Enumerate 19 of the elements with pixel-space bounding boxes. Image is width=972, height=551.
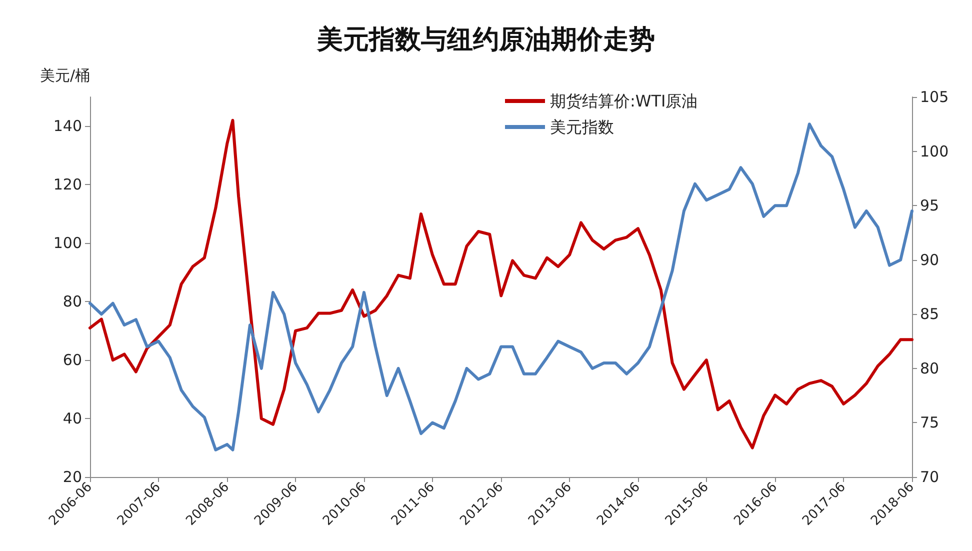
y2-tick-label: 90 — [920, 250, 940, 269]
y-tick-label: 20 — [62, 468, 82, 486]
y-tick-label: 100 — [53, 234, 82, 252]
y2-tick-label: 85 — [920, 305, 940, 324]
y2-tick-label: 95 — [920, 196, 940, 215]
legend-label: 期货结算价:WTI原油 — [550, 92, 698, 110]
y-tick-label: 120 — [53, 176, 82, 194]
y2-tick-label: 70 — [920, 468, 940, 486]
y2-tick-label: 100 — [920, 142, 949, 160]
chart-title: 美元指数与纽约原油期价走势 — [316, 25, 655, 55]
y-tick-label: 140 — [53, 117, 82, 136]
y-tick-label: 80 — [62, 292, 82, 311]
legend-label: 美元指数 — [550, 118, 614, 136]
y-axis-title: 美元/桶 — [40, 66, 90, 84]
y2-tick-label: 75 — [920, 414, 940, 432]
y2-tick-label: 105 — [920, 88, 949, 106]
y-tick-label: 40 — [62, 410, 82, 428]
y2-tick-label: 80 — [920, 359, 940, 378]
y-tick-label: 60 — [62, 351, 82, 370]
